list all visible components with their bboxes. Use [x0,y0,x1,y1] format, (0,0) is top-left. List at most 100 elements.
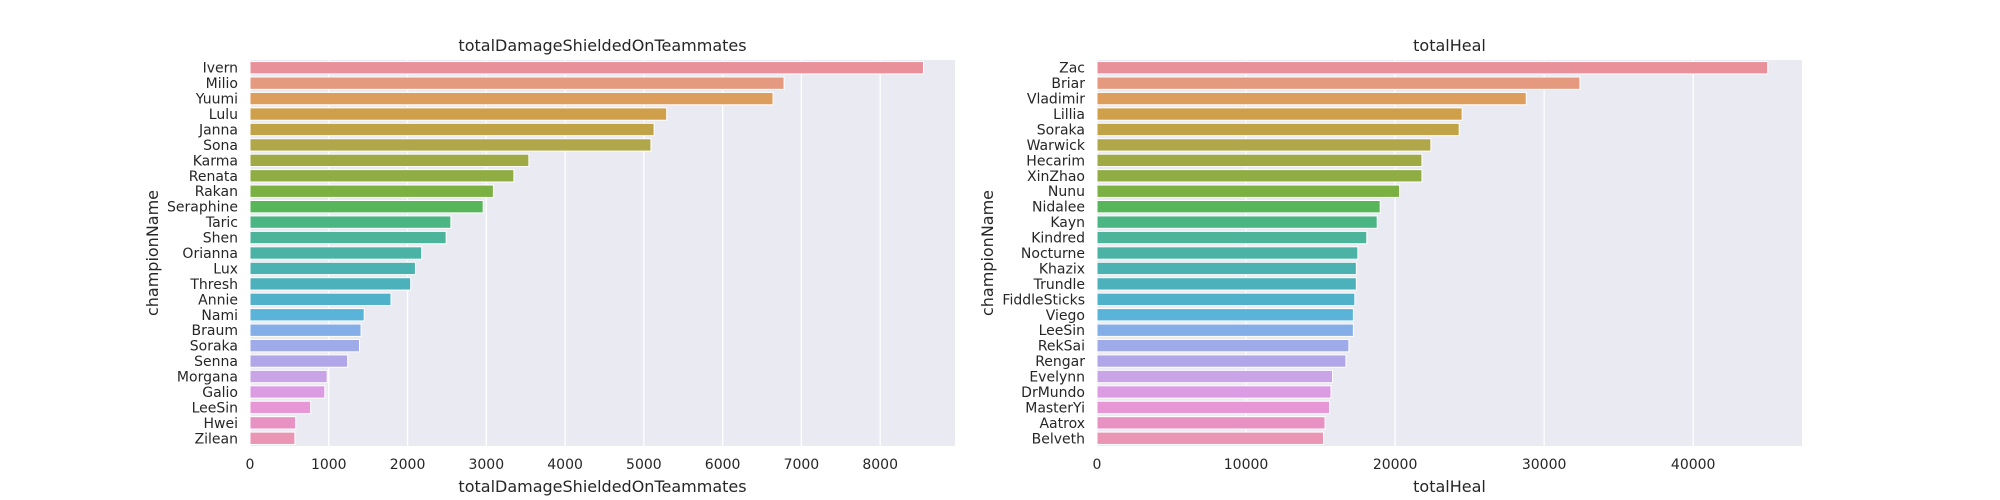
bar-evelynn [1096,369,1333,384]
bar-zilean [249,431,296,445]
category-label: Nami [201,308,238,324]
bar-leesin [1096,323,1354,337]
x-tick-label: 10000 [1224,457,1269,473]
bar-hwei [249,416,297,430]
category-label: Lux [213,261,238,277]
category-label: DrMundo [1021,385,1085,401]
category-label: Lulu [209,107,238,123]
x-tick-label: 8000 [862,457,898,473]
category-label: Kayn [1050,215,1085,231]
category-label: Renata [189,169,238,185]
x-tick-label: 30000 [1522,457,1567,473]
category-label: Zac [1059,61,1085,77]
bar-nidalee [1096,200,1381,214]
bar-janna [249,122,655,137]
bar-fiddlesticks [1096,292,1356,306]
category-label: Ivern [203,61,238,77]
bar-orianna [249,246,423,260]
bar-kayn [1096,215,1378,229]
bar-trundle [1096,277,1357,291]
bar-vladimir [1096,91,1527,106]
x-tick-label: 6000 [705,457,741,473]
y-axis-label: championName [143,190,162,316]
bar-thresh [249,277,412,291]
category-label: Braum [192,323,238,339]
x-tick-label: 7000 [784,457,820,473]
bar-yuumi [249,91,774,106]
bar-seraphine [249,200,484,214]
x-tick-label: 20000 [1373,457,1418,473]
category-label: Kindred [1031,231,1085,247]
category-label: Seraphine [167,200,238,216]
chart-heal: 0 10000 20000 30000 40000 ZacBriarVladimirLil… [978,36,1802,496]
bar-kindred [1096,230,1368,245]
x-tick-label: 3000 [468,457,504,473]
bar-morgana [249,369,328,384]
bar-sona [249,138,652,152]
x-tick-label: 1000 [311,457,347,473]
bar-annie [249,292,392,306]
category-label: Hecarim [1026,153,1085,169]
bar-belveth [1096,431,1325,445]
category-label: FiddleSticks [1002,292,1085,308]
category-label: Lillia [1053,107,1085,123]
category-label: Rengar [1035,354,1085,370]
category-label: Thresh [189,277,238,293]
bar-hecarim [1096,153,1423,168]
category-label: Shen [203,231,238,247]
x-tick-label: 2000 [390,457,426,473]
category-label: Soraka [190,339,238,355]
category-label: Nidalee [1032,200,1085,216]
category-label: Sona [203,138,238,154]
category-label: Warwick [1027,138,1086,154]
category-label: Soraka [1037,122,1085,138]
category-label: LeeSin [1039,323,1085,339]
bar-soraka [1096,122,1460,137]
bar-milio [249,76,785,90]
category-label: Karma [193,153,238,169]
category-label: LeeSin [192,400,238,416]
bar-taric [249,215,452,229]
category-label: Vladimir [1027,92,1085,108]
chart-title: totalDamageShieldedOnTeammates [458,36,746,55]
category-label: Nocturne [1021,246,1085,262]
bar-senna [249,354,349,368]
category-label: Belveth [1032,431,1085,447]
category-label: RekSai [1038,339,1085,355]
bar-masteryi [1096,400,1331,415]
bar-briar [1096,76,1581,90]
bar-rengar [1096,354,1347,368]
bar-warwick [1096,138,1432,152]
bar-nunu [1096,184,1401,198]
category-label: Annie [198,292,238,308]
category-label: Galio [202,385,238,401]
category-label: Taric [205,215,238,231]
bar-lux [249,261,416,276]
bar-shen [249,230,447,245]
x-axis-label: totalDamageShieldedOnTeammates [458,477,746,496]
x-axis-label: totalHeal [1413,477,1486,496]
bar-braum [249,323,362,337]
bar-xinzhao [1096,169,1423,183]
bar-karma [249,153,530,168]
bar-aatrox [1096,416,1326,430]
category-label: Rakan [195,184,238,200]
x-tick-label: 0 [246,457,255,473]
bar-zac [1096,61,1769,75]
category-label: Briar [1051,76,1085,92]
x-tick-label: 40000 [1671,457,1716,473]
x-tick-label: 5000 [626,457,662,473]
category-label: Aatrox [1039,416,1085,432]
category-label: Zilean [195,431,238,447]
category-label: Evelynn [1029,370,1085,386]
bar-rakan [249,184,494,198]
bar-lillia [1096,107,1463,121]
bar-nami [249,308,365,322]
category-label: Senna [194,354,238,370]
category-label: Hwei [204,416,238,432]
category-label: XinZhao [1027,169,1085,185]
category-label: Morgana [177,370,238,386]
chart-title: totalHeal [1413,36,1486,55]
bar-khazix [1096,261,1357,276]
